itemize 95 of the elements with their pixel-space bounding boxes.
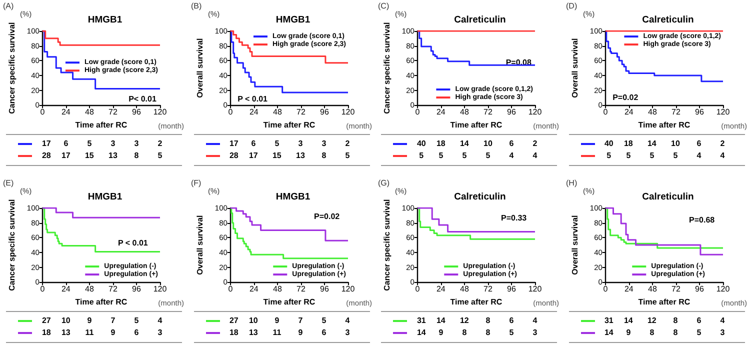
text: 5 5 5 5 4 4 [606, 151, 725, 160]
x-tick-label: 120 [153, 284, 168, 294]
text: 40 18 14 10 6 2 [604, 139, 725, 148]
y-axis-title: Overall survival [195, 38, 204, 98]
x-axis-title: Time after RC [262, 297, 315, 306]
chart-title: Calreticulin [642, 14, 694, 26]
x-tick-label: 96 [694, 284, 704, 294]
x-tick-label: 120 [716, 108, 730, 117]
text: 27 10 9 7 5 4 [42, 316, 162, 324]
annotation: P < 0.01 [237, 94, 268, 104]
x-tick-label: 24 [624, 108, 634, 117]
x-tick-label: 24 [436, 108, 446, 117]
chart-title: Calreticulin [642, 191, 694, 202]
x-axis-title: Time after RC [638, 120, 690, 130]
text: 28 17 15 13 8 5 [42, 151, 162, 160]
text: (D) [566, 2, 577, 10]
annotation: P < 0.01 [118, 238, 148, 248]
x-tick-label: 96 [507, 284, 516, 294]
annotation: P=0.02 [612, 92, 638, 102]
text: 40 18 14 10 6 2 [416, 139, 538, 148]
y-axis-title: Cancer specific survival [382, 198, 392, 290]
x-tick-label: 24 [624, 284, 634, 294]
y-axis-title: Overall survival [570, 214, 579, 274]
x-tick-label: 24 [248, 108, 258, 117]
x-tick-label: 48 [647, 108, 657, 117]
text: (C) [378, 2, 390, 10]
x-tick-label: 96 [132, 108, 142, 117]
x-tick-label: 48 [272, 108, 282, 117]
x-tick-label: 72 [296, 284, 306, 294]
x-tick-label: 24 [248, 284, 258, 294]
text: 17 6 5 3 3 2 [42, 139, 162, 148]
x-tick-label: 96 [507, 108, 516, 117]
x-tick-label: 120 [528, 284, 542, 294]
x-tick-label: 120 [153, 108, 168, 117]
annotation: P=0.33 [501, 213, 528, 222]
x-tick-label: 48 [647, 284, 657, 294]
x-tick-label: 120 [340, 284, 355, 294]
x-tick-label: 72 [671, 284, 680, 294]
chart-title: Calreticulin [454, 191, 506, 202]
text: 5 5 5 5 4 4 [419, 151, 538, 160]
chart-title: HMGB1 [88, 191, 123, 202]
y-axis-title: Overall survival [570, 38, 579, 98]
annotation: P=0.02 [314, 212, 340, 221]
x-tick-label: 24 [61, 108, 71, 117]
text: 27 10 9 7 5 4 [229, 316, 350, 324]
text: 28 17 15 13 8 5 [229, 151, 350, 160]
text: (A) [3, 2, 14, 10]
x-axis-title: Time after RC [450, 120, 502, 130]
x-tick-label: 72 [108, 108, 118, 117]
x-tick-label: 72 [484, 108, 493, 117]
x-tick-label: 96 [320, 284, 329, 294]
x-axis-title: Time after RC [450, 297, 502, 306]
x-tick-label: 96 [694, 108, 704, 117]
text: 17 6 5 3 3 2 [229, 139, 350, 148]
y-axis-title: Cancer specific survival [382, 22, 392, 114]
x-tick-label: 48 [460, 108, 470, 117]
x-axis-title: Time after RC [75, 120, 128, 130]
x-tick-label: 96 [320, 108, 329, 117]
chart-title: Calreticulin [454, 14, 506, 26]
x-tick-label: 24 [61, 284, 71, 294]
y-axis-title: Overall survival [195, 214, 204, 274]
x-tick-label: 48 [84, 284, 94, 294]
x-tick-label: 72 [484, 284, 493, 294]
text: (E) [3, 178, 14, 187]
x-axis-title: Time after RC [638, 297, 690, 306]
annotation: P< 0.01 [128, 94, 157, 104]
x-tick-label: 48 [272, 284, 282, 294]
annotation: P=0.68 [688, 214, 715, 224]
text: 14 9 8 8 5 3 [416, 328, 538, 336]
x-tick-label: 48 [84, 108, 94, 117]
y-axis-title: Cancer specific survival [8, 198, 16, 290]
text: 31 14 12 8 6 4 [604, 316, 725, 324]
x-tick-label: 72 [671, 108, 680, 117]
chart-title: HMGB1 [275, 14, 310, 26]
x-tick-label: 72 [296, 108, 306, 117]
x-tick-label: 120 [528, 108, 542, 117]
chart-title: HMGB1 [88, 14, 123, 26]
text: (H) [566, 178, 577, 187]
x-tick-label: 72 [108, 284, 118, 294]
text: 18 13 11 9 6 3 [229, 328, 350, 336]
x-tick-label: 96 [132, 284, 142, 294]
text: 31 14 12 8 6 4 [416, 316, 538, 324]
chart-title: HMGB1 [275, 191, 310, 202]
x-axis-title: Time after RC [262, 120, 315, 130]
text: (B) [190, 2, 202, 10]
text: (G) [378, 178, 390, 187]
x-tick-label: 120 [716, 284, 730, 294]
x-tick-label: 120 [340, 108, 355, 117]
x-tick-label: 24 [436, 284, 446, 294]
text: 14 9 8 8 5 3 [604, 328, 725, 336]
text: (F) [190, 178, 202, 187]
text: 18 13 11 9 6 3 [42, 328, 162, 336]
y-axis-title: Cancer specific survival [8, 22, 16, 114]
x-axis-title: Time after RC [75, 297, 128, 306]
x-tick-label: 48 [460, 284, 470, 294]
